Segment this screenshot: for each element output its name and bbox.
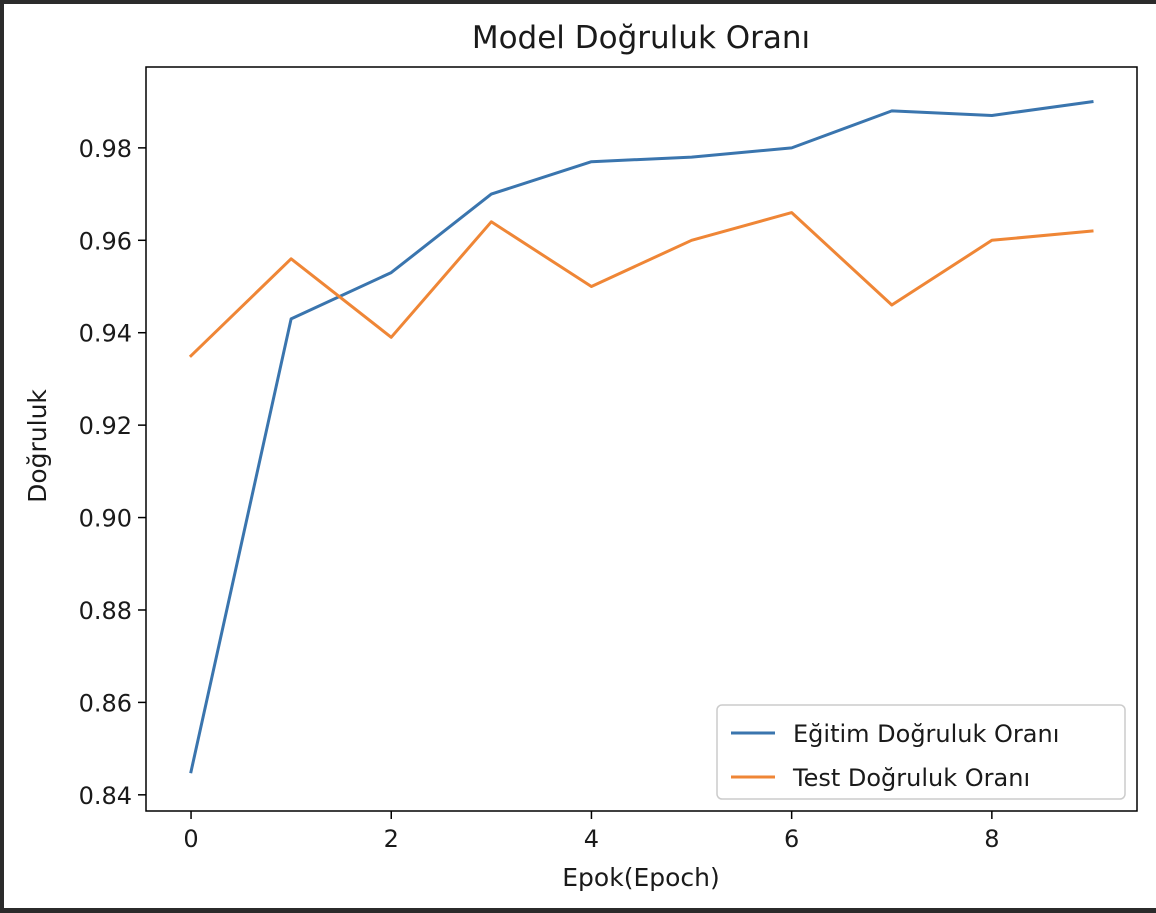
y-tick-label: 0.86: [79, 689, 132, 717]
plot-frame: [145, 66, 1138, 812]
y-tick-label: 0.98: [79, 135, 132, 163]
legend: Eğitim Doğruluk Oranı Test Doğruluk Oranı: [716, 704, 1126, 800]
legend-box: [716, 704, 1126, 800]
series-line-2: [188, 211, 1094, 358]
plot-area: [145, 66, 1138, 812]
y-tick-label: 0.88: [79, 597, 132, 625]
x-tick-label: 4: [584, 825, 599, 853]
y-tick-label: 0.96: [79, 227, 132, 255]
y-tick-label: 0.92: [79, 412, 132, 440]
x-axis-label: Epok(Epoch): [562, 863, 720, 892]
x-tick-label: 8: [984, 825, 999, 853]
x-tick-label: 0: [183, 825, 198, 853]
y-tick-label: 0.84: [79, 782, 132, 810]
series-line-1: [189, 100, 1094, 774]
x-axis-ticks: 0 2 4 6 8: [183, 811, 999, 853]
x-tick-label: 2: [384, 825, 399, 853]
x-tick-label: 6: [784, 825, 799, 853]
y-tick-label: 0.94: [79, 320, 132, 348]
y-axis-ticks: 0.84 0.86 0.88 0.90 0.92 0.94 0.96 0.98: [79, 135, 146, 810]
legend-label-2: Test Doğruluk Oranı: [792, 764, 1030, 792]
y-axis-label: Doğruluk: [23, 389, 52, 503]
legend-label-1: Eğitim Doğruluk Oranı: [793, 720, 1059, 748]
y-tick-label: 0.90: [79, 505, 132, 533]
chart-title: Model Doğruluk Oranı: [472, 20, 810, 56]
